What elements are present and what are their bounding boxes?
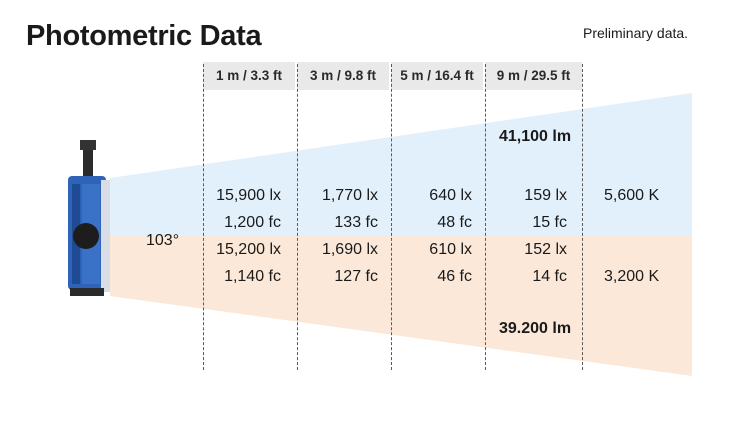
tungsten-fc-5m: 46 fc <box>437 268 472 285</box>
daylight-lux-3m: 1,770 lx <box>321 187 378 204</box>
daylight-cct: 5,600 K <box>604 187 660 204</box>
distance-header-5m: 5 m / 16.4 ft <box>391 62 483 90</box>
tungsten-fc-9m: 14 fc <box>532 268 567 285</box>
distance-header-3m: 3 m / 9.8 ft <box>297 62 389 90</box>
tungsten-lux-3m: 1,690 lx <box>321 241 378 258</box>
tungsten-lux-9m: 152 lx <box>524 241 567 258</box>
page-title: Photometric Data <box>26 20 262 52</box>
column-divider <box>485 64 486 370</box>
tungsten-fc-3m: 127 fc <box>334 268 378 285</box>
daylight-fc-5m: 48 fc <box>437 214 472 231</box>
daylight-lumens: 41,100 lm <box>499 128 572 145</box>
tungsten-lumens: 39.200 lm <box>499 320 572 337</box>
preliminary-note: Preliminary data. <box>583 25 689 41</box>
column-divider <box>391 64 392 370</box>
tungsten-cct: 3,200 K <box>604 268 660 285</box>
daylight-fc-9m: 15 fc <box>532 214 567 231</box>
tungsten-lux-5m: 610 lx <box>429 241 472 258</box>
daylight-fc-3m: 133 fc <box>334 214 378 231</box>
column-divider <box>582 64 583 370</box>
distance-header-1m: 1 m / 3.3 ft <box>203 62 295 90</box>
distance-header-9m: 9 m / 29.5 ft <box>485 62 582 90</box>
daylight-fc-1m: 1,200 fc <box>224 214 281 231</box>
daylight-lux-5m: 640 lx <box>429 187 472 204</box>
tungsten-beam <box>110 236 692 376</box>
daylight-lux-9m: 159 lx <box>524 187 567 204</box>
fixture-icon <box>68 140 110 296</box>
beam-angle-label: 103° <box>146 232 180 249</box>
daylight-beam <box>110 93 692 236</box>
column-divider <box>297 64 298 370</box>
column-divider <box>203 64 204 370</box>
tungsten-lux-1m: 15,200 lx <box>216 241 281 258</box>
daylight-lux-1m: 15,900 lx <box>216 187 281 204</box>
tungsten-fc-1m: 1,140 fc <box>224 268 281 285</box>
